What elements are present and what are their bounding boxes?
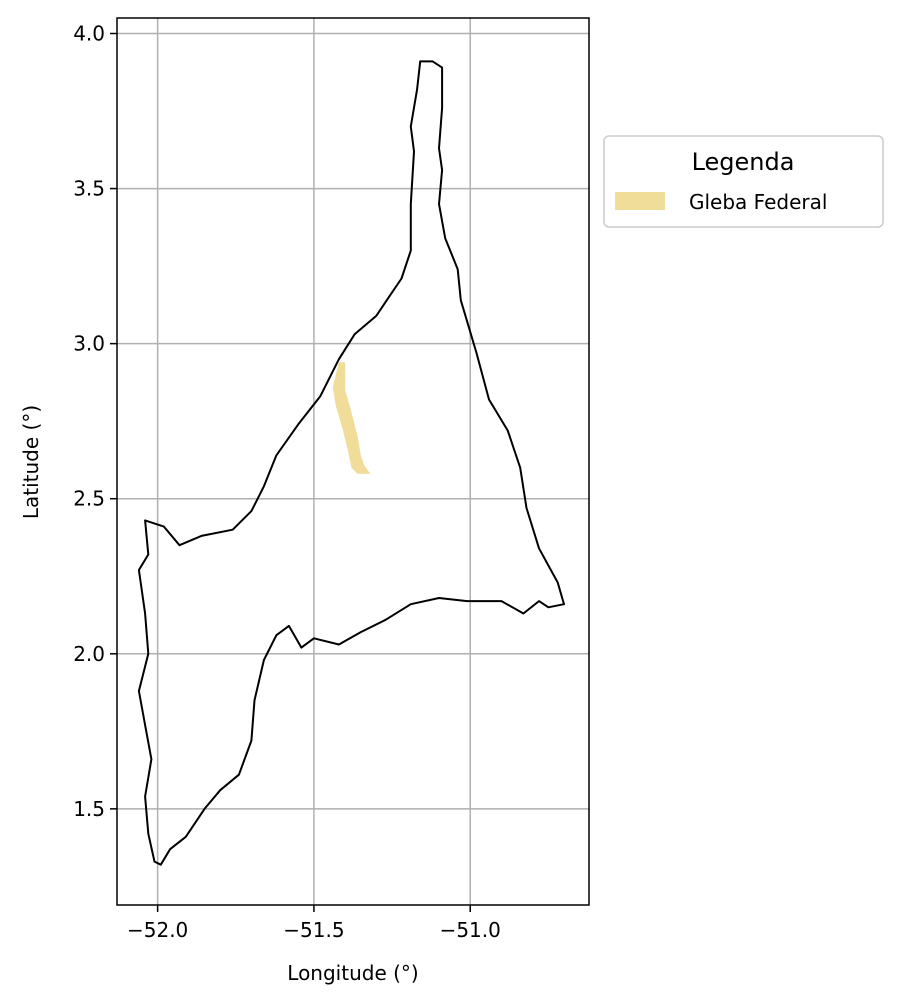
grid-lines [117, 18, 589, 905]
y-tick-label: 4.0 [73, 22, 105, 46]
y-tick-label: 2.5 [73, 487, 105, 511]
y-axis-label: Latitude (°) [19, 405, 43, 519]
legend-swatch-gleba-federal [615, 192, 665, 210]
legend-label-gleba-federal: Gleba Federal [689, 190, 827, 214]
legend-box [603, 135, 884, 228]
legend-title: Legenda [692, 148, 795, 176]
y-tick-label: 3.5 [73, 177, 105, 201]
legend: Legenda Gleba Federal [603, 135, 884, 228]
gleba-federal-polygon [332, 362, 371, 474]
map-layers [137, 60, 565, 866]
y-tick-label: 1.5 [73, 797, 105, 821]
y-tick-label: 3.0 [73, 332, 105, 356]
axis-ticks: −52.0 −51.5 −51.0 1.5 2.0 2.5 3.0 3.5 4.0 [73, 22, 501, 942]
x-tick-label: −51.0 [440, 918, 501, 942]
x-axis-label: Longitude (°) [287, 961, 418, 985]
boundary-polygon [137, 60, 565, 866]
x-tick-label: −51.5 [283, 918, 344, 942]
x-tick-label: −52.0 [127, 918, 188, 942]
plot-frame [116, 17, 590, 906]
y-tick-label: 2.0 [73, 642, 105, 666]
